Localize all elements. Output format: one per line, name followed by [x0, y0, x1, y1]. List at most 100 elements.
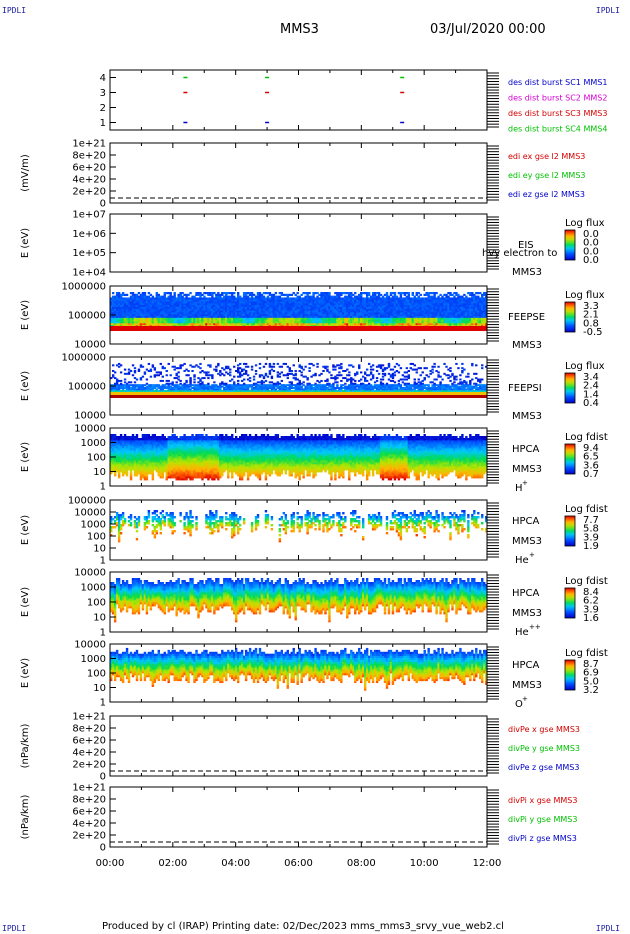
panel-p6-cbar-tick: 3.6	[583, 460, 599, 471]
panel-p1-legend-entry: des dist burst SC4 MMS4	[508, 125, 607, 134]
panel-p3-cbar-tick: 0.0	[583, 255, 599, 266]
panel-p3-ylabel: E (eV)	[20, 228, 31, 258]
spacecraft-title: MMS3	[280, 22, 319, 37]
panel-p1-ytick-label: 4	[100, 73, 106, 84]
panel-p6-species-charge: +	[522, 479, 528, 487]
panel-p5-cbar-tick: 0.4	[583, 398, 599, 409]
panel-p8-species: He	[515, 627, 529, 638]
panel-p6-ytick-label: 10000	[74, 424, 106, 435]
panel-p2-legend-entry: edi ey gse l2 MMS3	[508, 171, 586, 180]
panel-p7-ylabel: E (eV)	[20, 515, 31, 545]
x-tick-label: 06:00	[284, 858, 313, 869]
panel-p9-ytick-label: 10	[93, 683, 106, 694]
panel-p7-spectrogram	[110, 510, 488, 543]
x-tick-label: 10:00	[410, 858, 439, 869]
panel-p8-ylabel: E (eV)	[20, 587, 31, 617]
panel-p10-legend-entry: divPe x gse MMS3	[508, 725, 580, 734]
panel-p7-ytick-label: 10	[93, 544, 106, 555]
panel-p5-instrument: FEEPSI	[508, 383, 542, 394]
panel-p7-instrument: HPCA	[512, 516, 540, 527]
x-tick-label: 00:00	[96, 858, 125, 869]
panel-p10-ytick-label: 1e+21	[72, 712, 106, 723]
panel-p9-cbar-tick: 6.9	[583, 668, 599, 679]
panel-p5-spacecraft: MMS3	[512, 411, 542, 422]
panel-p7-cbar-tick: 3.9	[583, 532, 599, 543]
panel-p7-cbar-tick: 7.7	[583, 515, 599, 526]
panel-p9-spacecraft: MMS3	[512, 680, 542, 691]
panel-p6-colorbar	[564, 443, 576, 475]
panel-p5-cbar-tick: 3.4	[583, 372, 599, 383]
panel-p7-ytick-label: 1000	[81, 520, 106, 531]
panel-p7-species-charge: +	[529, 551, 535, 559]
panel-p2-legend-entry: edi ex gse l2 MMS3	[508, 152, 585, 161]
panel-p9-cbar-tick: 8.7	[583, 659, 599, 670]
panel-p9-ytick-label: 1000	[81, 654, 106, 665]
panel-p4-spectrogram	[110, 292, 488, 331]
panel-p3-ytick-label: 1e+04	[72, 268, 106, 279]
panel-p8-cbar-tick: 8.4	[583, 587, 599, 598]
x-tick-label: 04:00	[221, 858, 250, 869]
panel-p8-cbar-tick: 1.6	[583, 613, 599, 624]
panel-p4-cbar-title: Log flux	[565, 290, 605, 301]
panel-p6-species: H	[515, 483, 523, 494]
panel-p2-ytick-label: 8e+20	[72, 151, 106, 162]
panel-p5-cbar-tick: 2.4	[583, 381, 599, 392]
panel-p3-overlay-text: hvy electron to	[482, 248, 557, 259]
corner-label-bottom-left: IPDLI	[2, 924, 27, 933]
corner-label-top-right: IPDLI	[595, 6, 620, 15]
panel-p5-ytick-label: 1000000	[61, 353, 106, 364]
panel-p2-ytick-label: 4e+20	[72, 175, 106, 186]
panel-p3-ytick-label: 1e+06	[72, 229, 106, 240]
panel-p5-ytick-label: 100000	[68, 382, 106, 393]
panel-p8-instrument: HPCA	[512, 588, 540, 599]
panel-p3-spacecraft: MMS3	[512, 267, 542, 278]
footer-text: Produced by cl (IRAP) Printing date: 02/…	[102, 921, 504, 932]
panel-p11-ytick-label: 1e+21	[72, 783, 106, 794]
panel-p7-cbar-title: Log fdist	[565, 504, 608, 515]
panel-p6-ytick-label: 1	[100, 482, 106, 493]
panel-p7-species: He	[515, 555, 529, 566]
panel-p1-legend-entry: des dist burst SC1 MMS1	[508, 78, 607, 87]
panel-p5-cbar-title: Log flux	[565, 361, 605, 372]
panel-p8-ytick-label: 1	[100, 628, 106, 639]
panel-p3-instrument: EIS	[518, 240, 534, 251]
panel-p7-ytick-label: 10000	[74, 508, 106, 519]
panel-p7-ytick-label: 1	[100, 556, 106, 567]
panel-p1-legend-entry: des dist burst SC3 MMS3	[508, 109, 607, 118]
panel-p6-instrument: HPCA	[512, 444, 540, 455]
panel-p4-cbar-tick: 3.3	[583, 301, 599, 312]
panel-p9-cbar-tick: 5.0	[583, 676, 599, 687]
panel-p10-ytick-label: 2e+20	[72, 760, 106, 771]
panel-p6-ylabel: E (eV)	[20, 442, 31, 472]
panel-p9-species-charge: +	[522, 695, 528, 703]
panel-p9-species: O	[515, 699, 523, 710]
panel-p3-cbar-tick: 0.0	[583, 238, 599, 249]
panel-p11-ytick-label: 8e+20	[72, 795, 106, 806]
panel-p8-ytick-label: 100	[87, 598, 106, 609]
panel-p3-cbar-title: Log flux	[565, 218, 605, 229]
panel-p9-cbar-title: Log fdist	[565, 648, 608, 659]
panel-p6-spectrogram	[110, 434, 488, 481]
panel-p8-spectrogram	[110, 578, 488, 623]
panel-p9-cbar-tick: 3.2	[583, 685, 599, 696]
panel-p3-ytick-label: 1e+07	[72, 210, 106, 221]
panel-p9-instrument: HPCA	[512, 660, 540, 671]
panel-p5-ytick-label: 10000	[74, 411, 106, 422]
panel-p6-cbar-tick: 9.4	[583, 443, 599, 454]
panel-p7-cbar-tick: 1.9	[583, 541, 599, 552]
panel-p5-cbar-tick: 1.4	[583, 389, 599, 400]
panel-p8-ytick-label: 10000	[74, 568, 106, 579]
panel-p1-ytick-label: 3	[100, 88, 106, 99]
panel-p11-ytick-label: 0	[100, 843, 106, 854]
panel-p4-colorbar	[564, 301, 576, 333]
panel-p3-ytick-label: 1e+05	[72, 248, 106, 259]
panel-p10-ytick-label: 6e+20	[72, 736, 106, 747]
panel-p4-spacecraft: MMS3	[512, 340, 542, 351]
panel-p9-spectrogram	[110, 647, 488, 691]
panel-p7-ytick-label: 100	[87, 532, 106, 543]
panel-p9-ylabel: E (eV)	[20, 658, 31, 688]
panel-p3-colorbar	[564, 229, 576, 261]
panel-p11-legend-entry: divPi y gse MMS3	[508, 815, 577, 824]
panel-p4-cbar-tick: 2.1	[583, 310, 599, 321]
